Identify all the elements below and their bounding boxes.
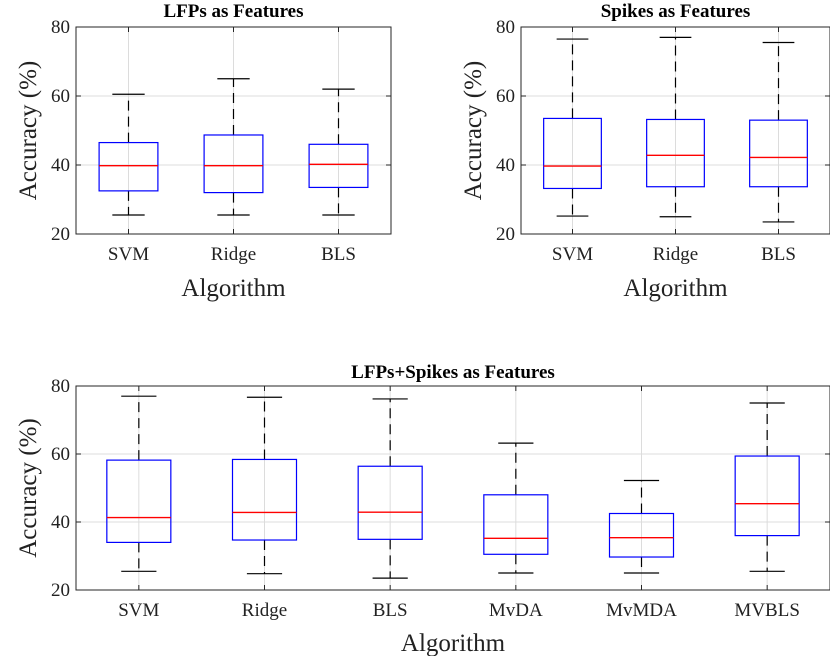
box-svm [106,395,172,572]
x-tick-label: BLS [321,244,356,265]
y-tick-label: 60 [51,444,70,465]
iqr-box [308,143,369,189]
y-tick-label: 20 [51,580,70,601]
x-tick-label: SVM [552,244,593,265]
y-tick-label: 80 [496,17,515,38]
x-tick-label: SVM [118,600,159,621]
iqr-box [543,117,602,190]
iqr-box [483,494,549,555]
box-bls [357,398,423,579]
iqr-box [646,118,705,188]
chart-2: 20 40 60 80 SVM Ridge BLS MvDA MvMDA MVBLS LFPs+Sp… [15,362,830,656]
y-tick-label: 20 [51,224,70,245]
x-tick-label: MvMDA [606,600,677,621]
box-ridge [646,36,705,218]
iqr-box [231,458,298,541]
x-tick-label: Ridge [653,244,698,265]
x-tick-label: BLS [761,244,796,265]
iqr-box [608,512,675,558]
iqr-box [106,459,172,543]
box-svm [98,93,159,216]
iqr-box [357,465,423,540]
y-tick-label: 20 [496,224,515,245]
y-axis-label: Accuracy (%) [15,61,42,201]
x-tick-label: Ridge [242,600,287,621]
x-tick-label: MvDA [489,600,543,621]
box-mvmda [608,479,675,574]
iqr-box [98,141,159,192]
axes-frame [75,385,830,591]
x-axis-label: Algorithm [401,630,506,656]
y-tick-label: 40 [51,155,70,176]
iqr-box [734,455,800,537]
chart-title: LFPs as Features [163,1,303,22]
x-tick-label: Ridge [211,244,256,265]
y-tick-label: 60 [496,86,515,107]
y-axis-label: Accuracy (%) [460,61,487,201]
iqr-box [749,119,808,188]
y-tick-label: 80 [51,376,70,397]
iqr-box [203,134,264,194]
box-mvda [483,442,549,574]
box-mvbls [734,402,800,572]
box-ridge [231,396,298,575]
x-tick-label: MVBLS [734,600,799,621]
chart-1: 20 40 60 80 SVM Ridge BLS Spikes as Features Alg… [460,1,830,302]
box-svm [543,38,602,217]
box-ridge [203,78,264,216]
y-axis-label: Accuracy (%) [15,418,42,558]
y-tick-label: 40 [496,155,515,176]
chart-title: LFPs+Spikes as Features [351,362,555,383]
chart-title: Spikes as Features [601,1,751,22]
chart-0: 20 40 60 80 SVM Ridge BLS LFPs as Features Algor… [15,1,392,302]
box-bls [749,41,808,223]
y-tick-label: 60 [51,86,70,107]
x-axis-label: Algorithm [623,275,728,302]
x-tick-label: SVM [108,244,149,265]
y-tick-label: 40 [51,512,70,533]
y-tick-label: 80 [51,17,70,38]
x-axis-label: Algorithm [181,275,286,302]
x-tick-label: BLS [373,600,408,621]
box-bls [308,88,369,216]
